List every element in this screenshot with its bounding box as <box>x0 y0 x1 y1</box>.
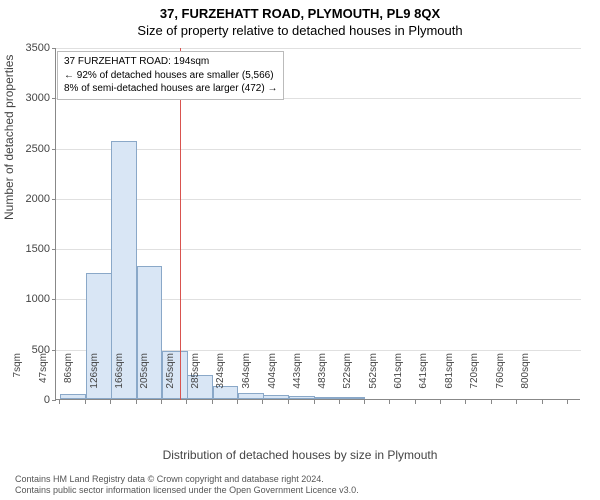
ytick-mark <box>52 350 56 351</box>
xtick-label: 166sqm <box>114 353 125 403</box>
xtick-label: 205sqm <box>139 353 150 403</box>
annotation-line-1: 37 FURZEHATT ROAD: 194sqm <box>64 55 277 69</box>
annotation-box: 37 FURZEHATT ROAD: 194sqm ← 92% of detac… <box>57 51 284 100</box>
xtick-label: 562sqm <box>368 353 379 403</box>
chart-title-1: 37, FURZEHATT ROAD, PLYMOUTH, PL9 8QX <box>0 0 600 21</box>
xtick-mark <box>364 400 365 404</box>
ytick-mark <box>52 299 56 300</box>
xtick-label: 522sqm <box>342 353 353 403</box>
xtick-mark <box>415 400 416 404</box>
ytick-label: 500 <box>10 344 50 356</box>
xtick-label: 443sqm <box>292 353 303 403</box>
ytick-mark <box>52 98 56 99</box>
xtick-label: 404sqm <box>267 353 278 403</box>
xtick-label: 681sqm <box>444 353 455 403</box>
reference-line <box>180 48 181 400</box>
chart-plot-area: 37 FURZEHATT ROAD: 194sqm ← 92% of detac… <box>55 48 580 400</box>
xtick-mark <box>567 400 568 404</box>
ytick-mark <box>52 249 56 250</box>
annotation-line-3: 8% of semi-detached houses are larger (4… <box>64 82 277 96</box>
xtick-label: 720sqm <box>469 353 480 403</box>
xtick-label: 126sqm <box>89 353 100 403</box>
annotation-line-2: ← 92% of detached houses are smaller (5,… <box>64 69 277 83</box>
ytick-label: 0 <box>10 394 50 406</box>
xtick-mark <box>389 400 390 404</box>
xtick-mark <box>542 400 543 404</box>
gridline <box>56 48 581 49</box>
xtick-mark <box>161 400 162 404</box>
footer-text: Contains HM Land Registry data © Crown c… <box>15 474 359 497</box>
xtick-mark <box>85 400 86 404</box>
xtick-label: 601sqm <box>393 353 404 403</box>
plot-region <box>55 48 580 400</box>
chart-footer-line-2: Contains public sector information licen… <box>15 485 359 496</box>
xtick-label: 86sqm <box>63 353 74 403</box>
xtick-mark <box>288 400 289 404</box>
ytick-label: 1000 <box>10 293 50 305</box>
xtick-mark <box>110 400 111 404</box>
xtick-label: 483sqm <box>317 353 328 403</box>
xtick-label: 245sqm <box>165 353 176 403</box>
footer-line-1: Contains HM Land Registry data © Crown c… <box>15 474 359 485</box>
xtick-label: 364sqm <box>241 353 252 403</box>
ytick-label: 2500 <box>10 143 50 155</box>
ytick-label: 1500 <box>10 243 50 255</box>
xtick-mark <box>186 400 187 404</box>
xtick-mark <box>59 400 60 404</box>
xtick-label: 800sqm <box>520 353 531 403</box>
xtick-label: 760sqm <box>495 353 506 403</box>
xtick-mark <box>465 400 466 404</box>
xtick-mark <box>440 400 441 404</box>
x-axis-label: Distribution of detached houses by size … <box>0 448 600 462</box>
xtick-mark <box>516 400 517 404</box>
ytick-label: 3000 <box>10 92 50 104</box>
xtick-label: 324sqm <box>215 353 226 403</box>
ytick-mark <box>52 48 56 49</box>
xtick-mark <box>136 400 137 404</box>
ytick-label: 3500 <box>10 42 50 54</box>
xtick-mark <box>262 400 263 404</box>
ytick-label: 2000 <box>10 193 50 205</box>
ytick-mark <box>52 149 56 150</box>
xtick-mark <box>314 400 315 404</box>
ytick-mark <box>52 199 56 200</box>
xtick-mark <box>237 400 238 404</box>
ytick-mark <box>52 400 56 401</box>
xtick-label: 285sqm <box>190 353 201 403</box>
chart-title-2: Size of property relative to detached ho… <box>0 21 600 38</box>
xtick-label: 641sqm <box>418 353 429 403</box>
xtick-mark <box>212 400 213 404</box>
xtick-mark <box>339 400 340 404</box>
xtick-mark <box>491 400 492 404</box>
